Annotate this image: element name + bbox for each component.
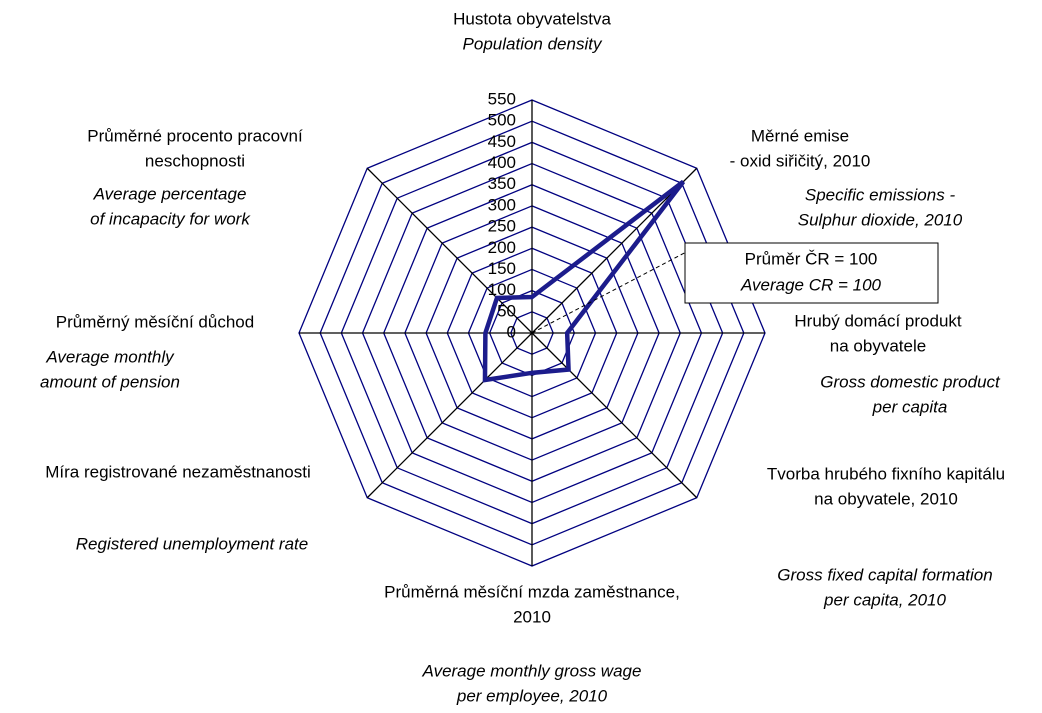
axis-spoke (366, 332, 533, 499)
axis-label: Average percentage (93, 184, 247, 203)
axis-label: per employee, 2010 (456, 686, 608, 705)
axis-spoke (531, 167, 698, 334)
r-tick-label: 550 (488, 89, 516, 108)
r-tick-label: 500 (488, 111, 516, 130)
r-tick-label: 50 (497, 301, 516, 320)
axis-label: Tvorba hrubého fixního kapitálu (767, 464, 1005, 483)
axis-label: Average monthly (45, 347, 175, 366)
axis-label: Míra registrované nezaměstnanosti (45, 462, 311, 481)
leader-line (531, 249, 691, 334)
axis-spoke (366, 167, 533, 334)
axis-label: Průměrný měsíční důchod (56, 312, 254, 331)
axis-label: Average monthly gross wage (422, 661, 642, 680)
annotation: Average CR = 100 (740, 275, 882, 294)
axis-label: - oxid siřičitý, 2010 (730, 151, 871, 170)
axis-label: per capita, 2010 (823, 590, 946, 609)
axis-label: na obyvatele, 2010 (814, 489, 958, 508)
axis-label: Hrubý domácí produkt (794, 311, 962, 330)
axis-label: per capita (872, 397, 948, 416)
r-tick-label: 350 (488, 174, 516, 193)
r-tick-label: 200 (488, 238, 516, 257)
axis-spoke (531, 332, 698, 499)
axis-label: na obyvatele (830, 336, 926, 355)
axis-label: Gross domestic product (820, 372, 1001, 391)
axis-label: of incapacity for work (90, 209, 251, 228)
series-line (482, 179, 686, 383)
r-tick-label: 0 (507, 322, 516, 341)
axis-label: Gross fixed capital formation (777, 565, 992, 584)
r-tick-label: 400 (488, 153, 516, 172)
axis-label: 2010 (513, 607, 551, 626)
r-tick-label: 250 (488, 217, 516, 236)
axis-label: neschopnosti (145, 151, 245, 170)
axis-label: Hustota obyvatelstva (453, 9, 611, 28)
axis-label: Population density (463, 34, 603, 53)
axis-label: Měrné emise (751, 126, 849, 145)
axis-label: amount of pension (40, 372, 180, 391)
annotation: Průměr ČR = 100 (745, 249, 878, 268)
r-tick-label: 450 (488, 132, 516, 151)
r-tick-label: 300 (488, 195, 516, 214)
axis-label: Registered unemployment rate (76, 534, 308, 553)
r-tick-label: 150 (488, 259, 516, 278)
axis-label: Sulphur dioxide, 2010 (798, 210, 963, 229)
axis-label: Průměrné procento pracovní (87, 126, 303, 145)
r-tick-label: 100 (488, 280, 516, 299)
axis-label: Specific emissions - (805, 185, 956, 204)
axis-label: Průměrná měsíční mzda zaměstnance, (384, 582, 680, 601)
annotation-box (684, 242, 939, 304)
